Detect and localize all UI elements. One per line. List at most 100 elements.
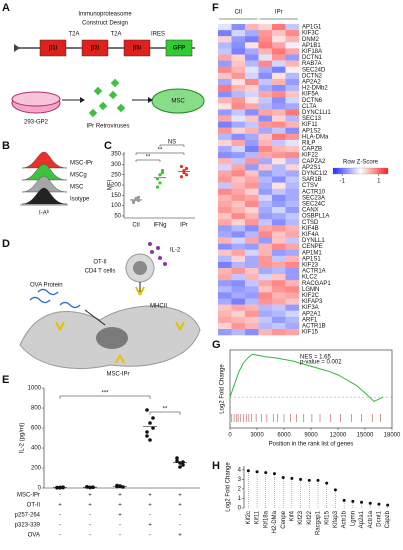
- heat-cell: [245, 48, 259, 55]
- heat-cell: [285, 255, 300, 263]
- heat-cell: [218, 146, 232, 153]
- heat-cell: [258, 121, 273, 128]
- key-title: Row Z-Score: [343, 160, 379, 166]
- heat-cell: [272, 261, 286, 269]
- x-tick-label: Kif22: [307, 510, 313, 524]
- heat-cell: [285, 219, 300, 226]
- heat-cell: [245, 72, 259, 80]
- heat-cell: [231, 225, 246, 232]
- heat-cell: [285, 158, 300, 165]
- heat-cell: [272, 127, 286, 134]
- heat-cell: [245, 30, 259, 37]
- heat-cell: [231, 60, 246, 67]
- legend-label: Isotype: [70, 197, 90, 203]
- cell-label: MSC-IPr: [107, 372, 130, 378]
- heat-cell: [258, 42, 273, 49]
- heat-cell: [218, 225, 232, 232]
- heat-cell: [285, 286, 300, 293]
- heat-cell: [285, 133, 300, 141]
- heat-cell: [285, 231, 300, 238]
- heat-cell: [231, 164, 246, 171]
- dot: [184, 173, 189, 177]
- x-tick-label: Kifap3: [333, 510, 339, 528]
- dot: [145, 434, 149, 438]
- heat-cell: [285, 139, 300, 147]
- heat-cell: [231, 207, 246, 214]
- heat-cell: [258, 310, 273, 317]
- y-tick-label: 150: [111, 193, 122, 199]
- heat-cell: [231, 170, 246, 177]
- heat-cell: [218, 207, 232, 214]
- sign: -: [59, 533, 61, 539]
- gene-label: SAR1B: [302, 177, 322, 183]
- heat-cell: [272, 66, 286, 73]
- gene-label: β2i: [91, 46, 100, 52]
- y-tick-label: 0: [38, 486, 42, 492]
- dot: [136, 195, 141, 199]
- heat-cell: [218, 292, 232, 299]
- heat-cell: [231, 237, 246, 244]
- heat-cell: [245, 243, 259, 250]
- heat-cell: [245, 268, 259, 275]
- heat-cell: [231, 158, 246, 165]
- heat-cell: [285, 85, 300, 92]
- y-tick-label: 200: [31, 466, 42, 472]
- heat-cell: [272, 30, 286, 37]
- lollipop: [386, 503, 390, 507]
- heat-cell: [218, 286, 232, 293]
- gene-label: KIF3A: [302, 305, 319, 311]
- gene-label: CTSV: [302, 183, 318, 189]
- gene-label: CAPZB: [302, 147, 322, 153]
- heat-cell: [231, 322, 246, 330]
- heat-cell: [231, 109, 246, 116]
- lollipop: [342, 498, 346, 502]
- heat-cell: [231, 176, 246, 183]
- heat-cell: [258, 127, 273, 134]
- heat-cell: [245, 219, 259, 226]
- sign: +: [88, 493, 92, 499]
- gene-label: RAB7A: [302, 61, 322, 67]
- heat-cell: [272, 286, 286, 293]
- dot: [155, 177, 160, 181]
- heat-cell: [245, 274, 259, 281]
- legend-label: MSC: [70, 185, 84, 191]
- gene-label: AP1G1: [302, 25, 322, 31]
- x-tick-label: 9000: [304, 433, 318, 439]
- heat-cell: [245, 207, 259, 214]
- heat-cell: [218, 304, 232, 311]
- heat-cell: [285, 48, 300, 55]
- y-tick-label: 350: [111, 152, 122, 158]
- heat-cell: [272, 97, 286, 104]
- heat-cell: [285, 225, 300, 232]
- gene-label: β1i: [49, 46, 58, 52]
- dot: [55, 486, 59, 490]
- gene-label: GFP: [173, 46, 185, 52]
- panel-label: A: [2, 2, 10, 14]
- sign: -: [179, 513, 181, 519]
- axis-label: IL-2 (pg/ml): [20, 423, 26, 454]
- heat-cell: [218, 329, 232, 336]
- panel-label: B: [2, 140, 10, 152]
- construct-title: Construct Design: [82, 21, 128, 27]
- dot: [181, 460, 185, 464]
- group-label: Ctl: [235, 10, 242, 16]
- heat-cell: [231, 133, 246, 141]
- heat-cell: [258, 176, 273, 183]
- gene-box: [123, 39, 151, 57]
- mhc-label: MHCII: [150, 304, 167, 310]
- dot: [136, 198, 141, 203]
- heat-cell: [285, 207, 300, 214]
- heat-cell: [272, 54, 286, 61]
- heat-cell: [258, 109, 273, 116]
- lollipop: [368, 501, 372, 505]
- heat-cell: [245, 322, 259, 330]
- heat-cell: [231, 36, 246, 43]
- heat-cell: [231, 97, 246, 104]
- significance: ***: [101, 391, 109, 397]
- gene-label: SEC24D: [302, 67, 326, 73]
- heat-cell: [245, 249, 259, 256]
- heat-cell: [285, 24, 300, 31]
- dot: [88, 485, 92, 490]
- heat-cell: [285, 115, 300, 122]
- heat-cell: [218, 78, 232, 86]
